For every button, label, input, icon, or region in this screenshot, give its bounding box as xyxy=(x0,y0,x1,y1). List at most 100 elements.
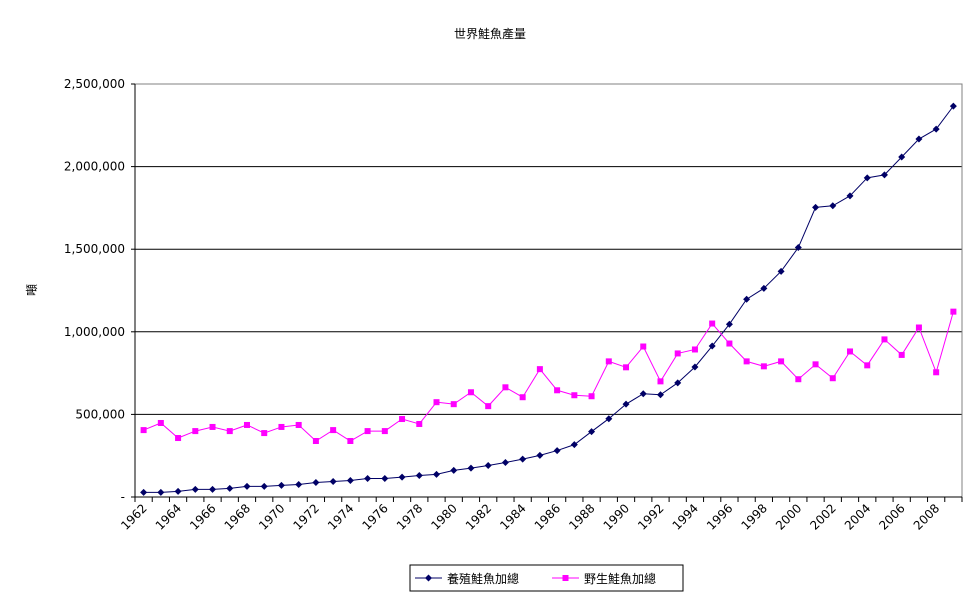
x-tick-label: 1984 xyxy=(497,501,528,532)
data-point-farmed xyxy=(605,415,613,423)
data-point-farmed xyxy=(415,472,423,480)
data-point-wild xyxy=(915,324,922,331)
data-point-farmed xyxy=(656,391,664,399)
y-axis-label: 噸 xyxy=(25,284,39,296)
data-point-wild xyxy=(674,350,681,357)
y-tick-label: - xyxy=(121,490,125,504)
x-tick-label: 1976 xyxy=(359,501,390,532)
data-point-farmed xyxy=(863,174,871,182)
data-point-wild xyxy=(226,428,233,435)
data-point-wild xyxy=(623,364,630,371)
data-point-wild xyxy=(812,361,819,368)
data-point-wild xyxy=(691,346,698,353)
y-tick-label: 1,000,000 xyxy=(64,325,125,339)
y-tick-labels: - 500,000 1,000,000 1,500,000 2,000,000 2,500… xyxy=(64,77,125,504)
data-point-farmed xyxy=(622,400,630,408)
data-point-wild xyxy=(778,358,785,365)
data-point-wild xyxy=(450,401,457,408)
data-point-wild xyxy=(571,392,578,399)
data-point-farmed xyxy=(467,464,475,472)
data-point-farmed xyxy=(433,470,441,478)
data-point-farmed xyxy=(260,482,268,490)
data-point-farmed xyxy=(760,284,768,292)
y-tick-label: 500,000 xyxy=(75,407,125,421)
data-point-farmed xyxy=(295,480,303,488)
data-point-farmed xyxy=(829,202,837,210)
data-point-wild xyxy=(347,437,354,444)
legend: 養殖鮭魚加總 野生鮭魚加總 xyxy=(409,564,684,592)
data-point-farmed xyxy=(398,473,406,481)
data-point-farmed xyxy=(157,488,165,496)
data-point-farmed xyxy=(812,203,820,211)
data-point-farmed xyxy=(501,458,509,466)
data-point-farmed xyxy=(536,451,544,459)
data-point-farmed xyxy=(329,477,337,485)
x-tick-label: 1964 xyxy=(153,501,184,532)
data-point-wild xyxy=(554,387,561,394)
data-point-farmed xyxy=(691,363,699,371)
data-point-wild xyxy=(209,423,216,430)
data-point-wild xyxy=(898,351,905,358)
data-point-wild xyxy=(485,403,492,410)
series-layer xyxy=(140,102,957,496)
data-point-farmed xyxy=(639,390,647,398)
y-tick-label: 2,500,000 xyxy=(64,77,125,91)
data-point-wild xyxy=(760,363,767,370)
x-tick-label: 2002 xyxy=(807,501,838,532)
y-tick-label: 1,500,000 xyxy=(64,242,125,256)
x-tick-label: 2008 xyxy=(911,501,942,532)
x-tick-label: 1990 xyxy=(601,501,632,532)
data-point-farmed xyxy=(898,153,906,161)
data-point-wild xyxy=(950,308,957,315)
x-tick-label: 1980 xyxy=(428,501,459,532)
x-tick-label: 2004 xyxy=(842,501,873,532)
x-tick-label: 1962 xyxy=(118,501,149,532)
gridlines xyxy=(135,166,962,415)
data-point-wild xyxy=(416,420,423,427)
data-point-wild xyxy=(519,394,526,401)
data-point-wild xyxy=(864,362,871,369)
data-point-farmed xyxy=(209,485,217,493)
x-tick-label: 1986 xyxy=(532,501,563,532)
legend-box xyxy=(409,564,684,592)
data-point-farmed xyxy=(777,267,785,275)
x-tick-label: 1994 xyxy=(670,501,701,532)
data-point-farmed xyxy=(708,342,716,350)
x-tick-label: 2006 xyxy=(876,501,907,532)
data-point-wild xyxy=(829,375,836,382)
y-tick-label: 2,000,000 xyxy=(64,160,125,174)
data-point-wild xyxy=(657,378,664,385)
data-point-wild xyxy=(881,336,888,343)
data-point-wild xyxy=(261,430,268,437)
data-point-farmed xyxy=(381,474,389,482)
data-point-farmed xyxy=(484,461,492,469)
data-point-wild xyxy=(743,358,750,365)
data-point-wild xyxy=(709,320,716,327)
data-point-farmed xyxy=(191,485,199,493)
data-point-wild xyxy=(278,423,285,430)
chart-title: 世界鮭魚產量 xyxy=(454,26,526,41)
x-tick-label: 1998 xyxy=(738,501,769,532)
x-tick-label: 1966 xyxy=(187,501,218,532)
data-point-farmed xyxy=(674,379,682,387)
data-point-wild xyxy=(640,343,647,350)
data-point-farmed xyxy=(243,482,251,490)
data-point-wild xyxy=(140,427,147,434)
data-point-wild xyxy=(795,376,802,383)
legend-label-farmed: 養殖鮭魚加總 xyxy=(447,571,519,586)
data-point-wild xyxy=(467,389,474,396)
axes xyxy=(131,83,963,502)
data-point-wild xyxy=(330,427,337,434)
data-point-farmed xyxy=(450,466,458,474)
data-point-wild xyxy=(295,421,302,428)
x-tick-label: 1978 xyxy=(394,501,425,532)
x-tick-label: 1972 xyxy=(291,501,322,532)
data-point-farmed xyxy=(932,125,940,133)
data-point-wild xyxy=(399,416,406,423)
data-point-farmed xyxy=(915,135,923,143)
data-point-wild xyxy=(433,399,440,406)
x-tick-label: 1988 xyxy=(566,501,597,532)
data-point-farmed xyxy=(949,102,957,110)
data-point-farmed xyxy=(553,447,561,455)
